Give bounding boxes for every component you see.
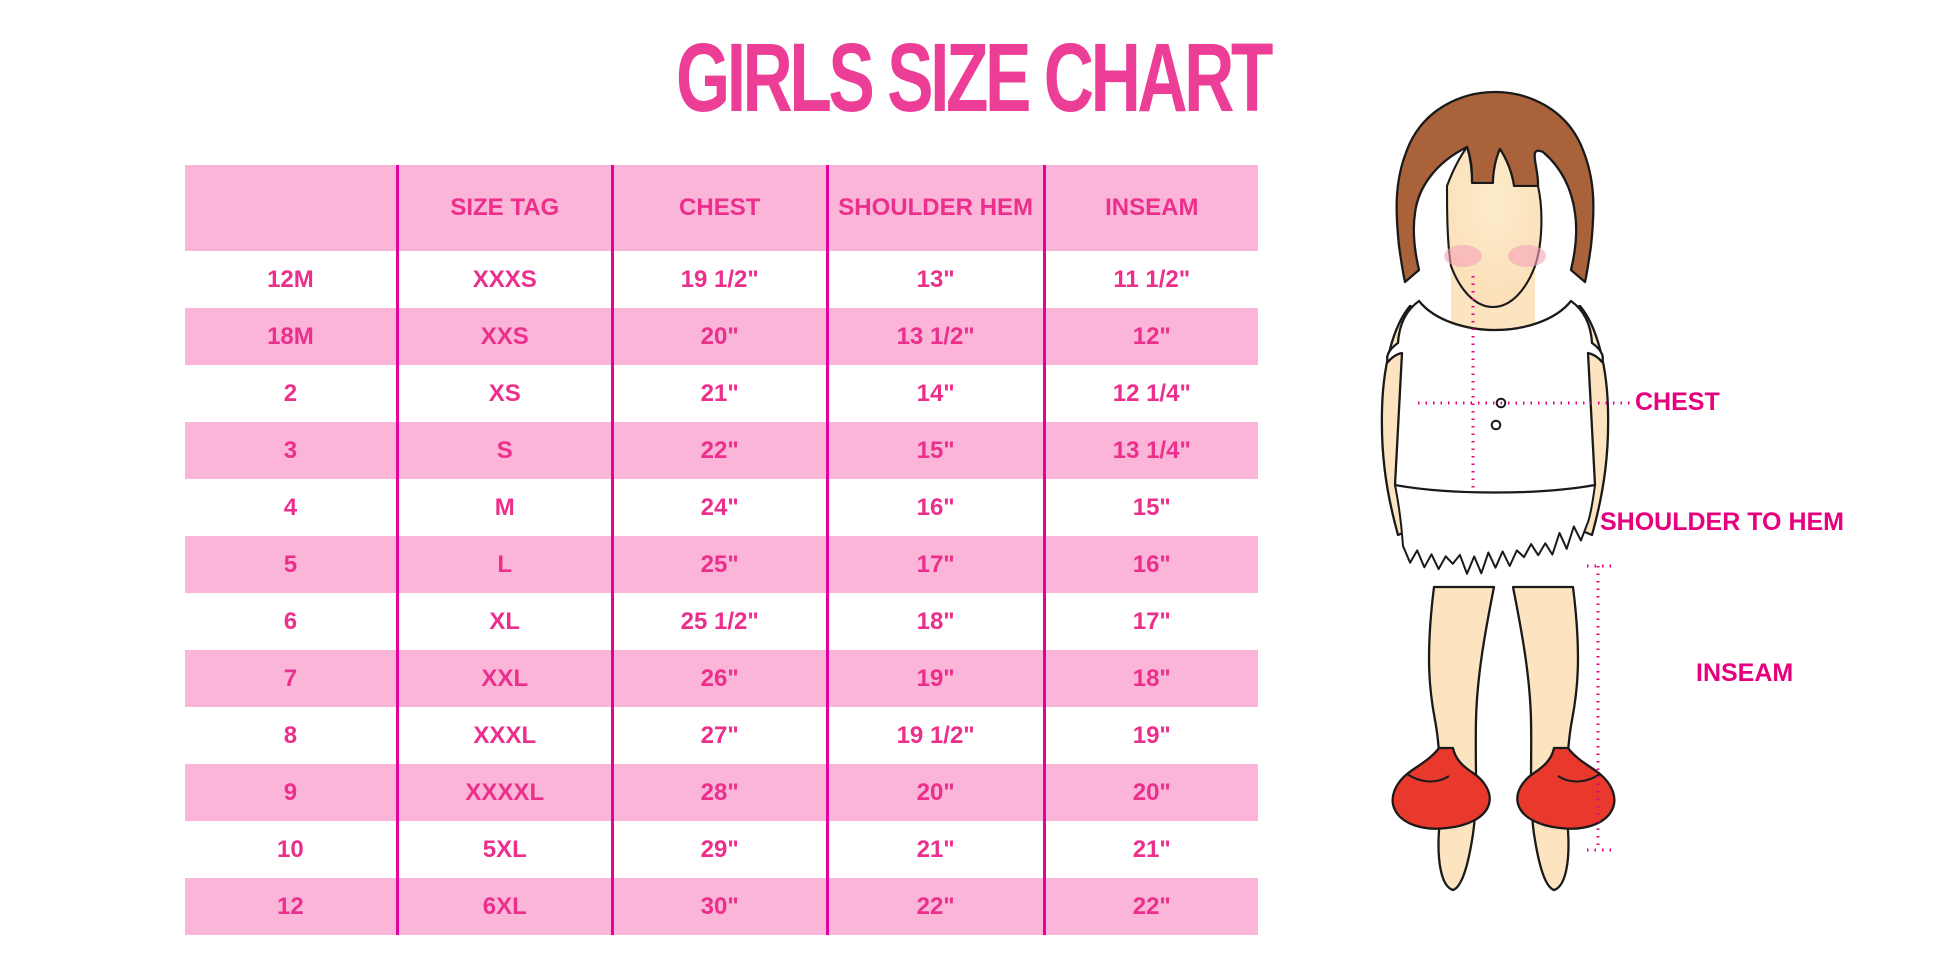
svg-text:INSEAM: INSEAM	[1696, 659, 1793, 687]
svg-text:SHOULDER TO HEM: SHOULDER TO HEM	[1600, 508, 1844, 536]
svg-text:CHEST: CHEST	[1635, 388, 1720, 416]
